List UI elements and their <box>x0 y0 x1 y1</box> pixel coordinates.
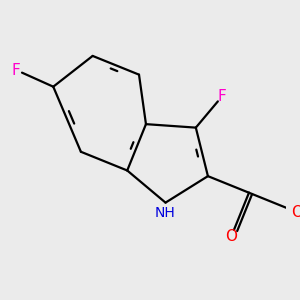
Text: O: O <box>225 229 237 244</box>
Text: O: O <box>291 205 300 220</box>
Text: F: F <box>218 89 226 104</box>
Text: F: F <box>12 63 21 78</box>
Text: NH: NH <box>154 206 175 220</box>
